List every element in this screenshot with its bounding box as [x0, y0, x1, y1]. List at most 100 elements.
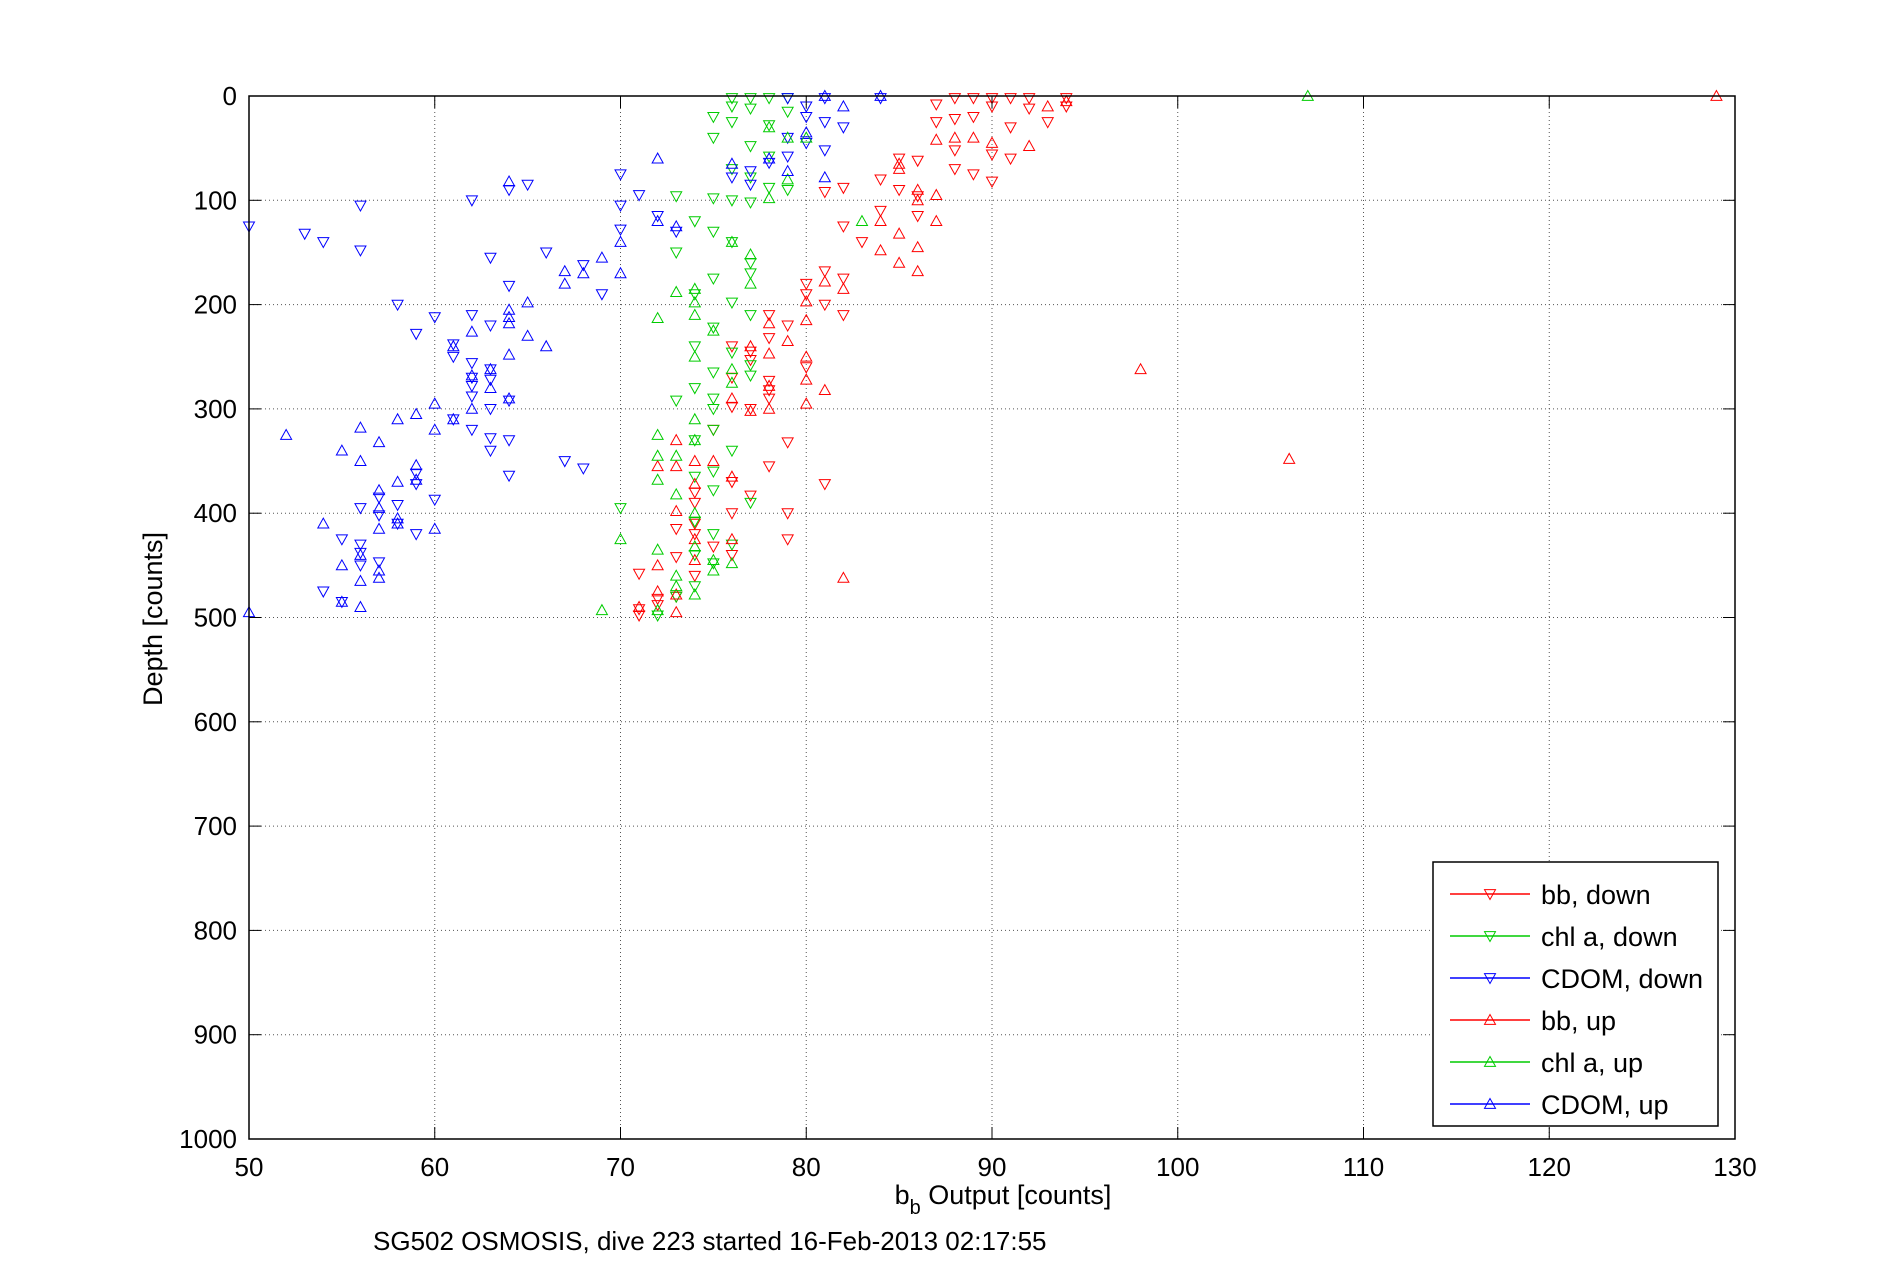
- data-point: [725, 532, 739, 545]
- data-point: [651, 152, 664, 164]
- data-point: [428, 397, 442, 409]
- data-point: [484, 252, 497, 265]
- data-point: [837, 273, 850, 286]
- data-point: [762, 461, 776, 473]
- data-point: [632, 568, 646, 581]
- data-point: [892, 227, 906, 239]
- data-point: [465, 402, 479, 414]
- data-point: [669, 191, 683, 203]
- data-point: [725, 297, 739, 310]
- data-point: [762, 310, 776, 322]
- data-point: [781, 164, 795, 176]
- x-axis-label-main: b: [895, 1180, 910, 1210]
- data-point: [354, 245, 367, 257]
- data-point: [354, 560, 367, 572]
- data-point: [651, 543, 664, 555]
- data-point: [725, 157, 739, 169]
- y-tick-label: 1000: [179, 1124, 237, 1154]
- data-point: [985, 136, 999, 148]
- x-tick-label: 120: [1528, 1152, 1571, 1182]
- data-point: [669, 579, 683, 592]
- data-point: [892, 162, 906, 174]
- data-point: [818, 117, 832, 129]
- data-point: [799, 313, 813, 326]
- data-point: [372, 510, 386, 522]
- y-tick-label: 100: [194, 185, 237, 215]
- data-point: [372, 564, 386, 576]
- data-point: [669, 459, 683, 472]
- data-point: [521, 179, 534, 192]
- data-point: [688, 412, 702, 425]
- data-point: [651, 600, 664, 612]
- data-point: [799, 397, 813, 409]
- data-point: [744, 179, 757, 192]
- data-point: [985, 176, 999, 189]
- data-point: [688, 570, 702, 583]
- data-point: [911, 240, 925, 253]
- data-point: [335, 596, 349, 609]
- data-point: [409, 458, 423, 471]
- data-point: [1041, 99, 1055, 112]
- data-point: [1059, 93, 1073, 105]
- data-point: [391, 517, 404, 529]
- data-point: [465, 358, 479, 370]
- data-point: [762, 120, 776, 133]
- y-tick-label: 900: [194, 1020, 237, 1050]
- series-3: [632, 89, 1723, 618]
- data-point: [929, 133, 943, 145]
- data-point: [484, 445, 497, 458]
- data-point: [967, 111, 980, 124]
- data-point: [707, 564, 720, 576]
- data-point: [688, 454, 702, 466]
- data-point: [725, 164, 739, 176]
- data-point: [372, 501, 386, 513]
- data-point: [428, 522, 442, 534]
- data-point: [762, 379, 776, 391]
- data-point: [762, 316, 776, 329]
- data-point: [725, 539, 739, 552]
- data-point: [799, 350, 813, 362]
- data-point: [744, 268, 757, 280]
- data-point: [577, 463, 590, 475]
- legend: bb, down chl a, down CDOM, down bb, up chl a…: [1432, 861, 1719, 1127]
- data-point: [725, 237, 739, 249]
- data-point: [948, 114, 962, 126]
- data-point: [837, 571, 850, 583]
- series-1: [614, 93, 795, 622]
- data-point: [744, 346, 757, 359]
- data-point: [985, 93, 999, 105]
- data-point: [744, 248, 757, 260]
- data-point: [818, 299, 832, 312]
- data-point: [725, 235, 739, 247]
- data-point: [521, 295, 534, 308]
- data-point: [1282, 452, 1296, 464]
- data-point: [632, 600, 646, 612]
- data-point: [725, 477, 739, 489]
- y-tick-label: 200: [194, 290, 237, 320]
- data-point: [632, 190, 646, 202]
- data-point: [651, 603, 664, 616]
- data-point: [707, 193, 720, 205]
- data-point: [614, 503, 627, 515]
- data-markers: [242, 89, 1723, 622]
- data-point: [818, 170, 832, 183]
- data-point: [391, 518, 404, 531]
- data-point: [632, 604, 646, 616]
- data-point: [484, 320, 497, 332]
- data-point: [707, 322, 720, 335]
- data-point: [744, 310, 757, 322]
- data-point: [1134, 362, 1147, 375]
- data-point: [837, 282, 850, 294]
- data-point: [1004, 153, 1017, 166]
- data-point: [651, 428, 664, 440]
- data-point: [707, 226, 720, 239]
- data-point: [484, 364, 497, 376]
- data-point: [929, 117, 943, 129]
- data-point: [335, 534, 349, 546]
- data-point: [707, 466, 720, 479]
- data-point: [316, 237, 330, 249]
- data-point: [614, 200, 627, 213]
- data-point: [688, 477, 702, 489]
- legend-marker: [1483, 889, 1497, 901]
- data-point: [1041, 117, 1055, 129]
